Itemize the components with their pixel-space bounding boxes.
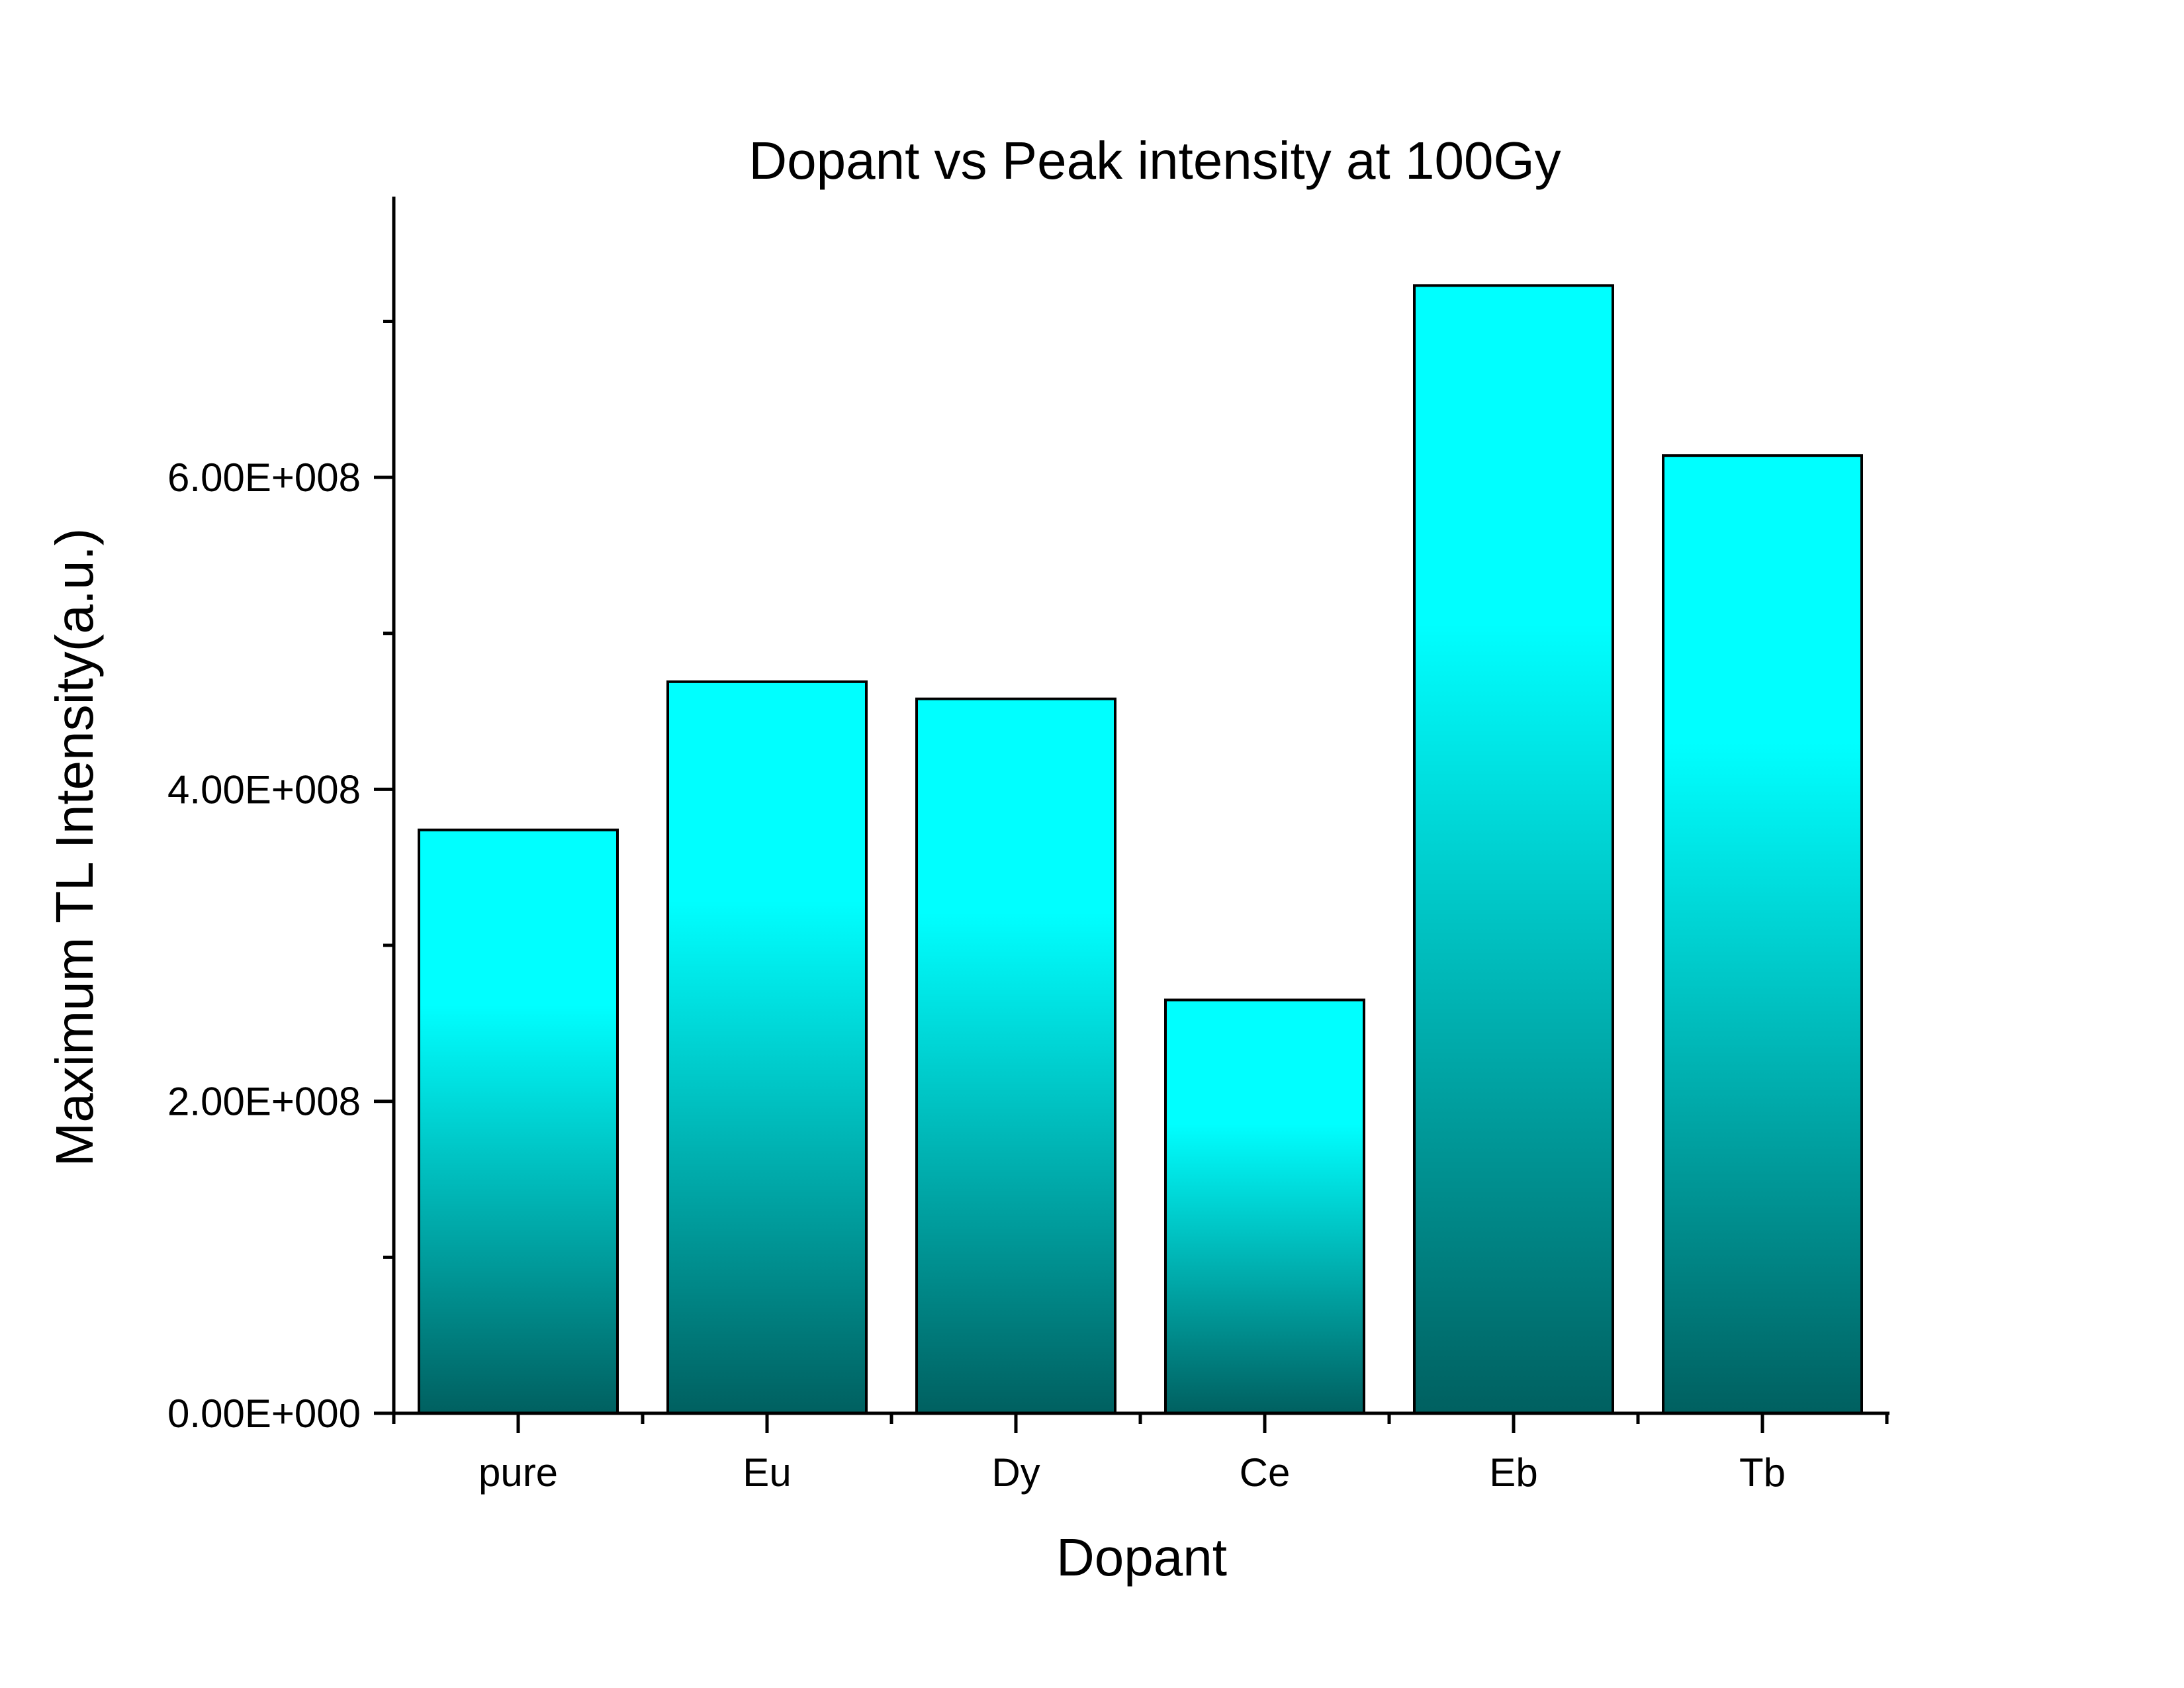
y-tick-label: 6.00E+008 — [167, 455, 361, 500]
x-tick-label: Eb — [1489, 1450, 1537, 1495]
x-ticks-group: pure Eu Dy Ce Eb Tb — [392, 1413, 1889, 1495]
x-tick-label: Tb — [1739, 1450, 1786, 1495]
chart-title: Dopant vs Peak intensity at 100Gy — [749, 131, 1561, 190]
y-ticks-group: 0.00E+000 2.00E+008 4.00E+008 6.00E+008 — [167, 320, 394, 1436]
x-tick-label: Dy — [991, 1450, 1040, 1495]
x-axis-label: Dopant — [1056, 1528, 1227, 1587]
bar-eb — [1413, 284, 1614, 1415]
bars-group — [418, 284, 1863, 1415]
bar-eu — [666, 680, 868, 1415]
y-tick-label: 2.00E+008 — [167, 1080, 361, 1124]
x-tick-label: Eu — [743, 1450, 791, 1495]
x-tick-label: Ce — [1240, 1450, 1291, 1495]
bar-dy — [915, 697, 1116, 1415]
y-tick-label: 4.00E+008 — [167, 767, 361, 812]
x-tick-label: pure — [478, 1450, 558, 1495]
bar-pure — [418, 828, 619, 1415]
bar-tb — [1662, 454, 1863, 1415]
y-tick-label: 0.00E+000 — [167, 1391, 361, 1436]
bar-ce — [1164, 998, 1365, 1415]
y-axis-label: Maximum TL Intensity(a.u.) — [45, 528, 104, 1167]
